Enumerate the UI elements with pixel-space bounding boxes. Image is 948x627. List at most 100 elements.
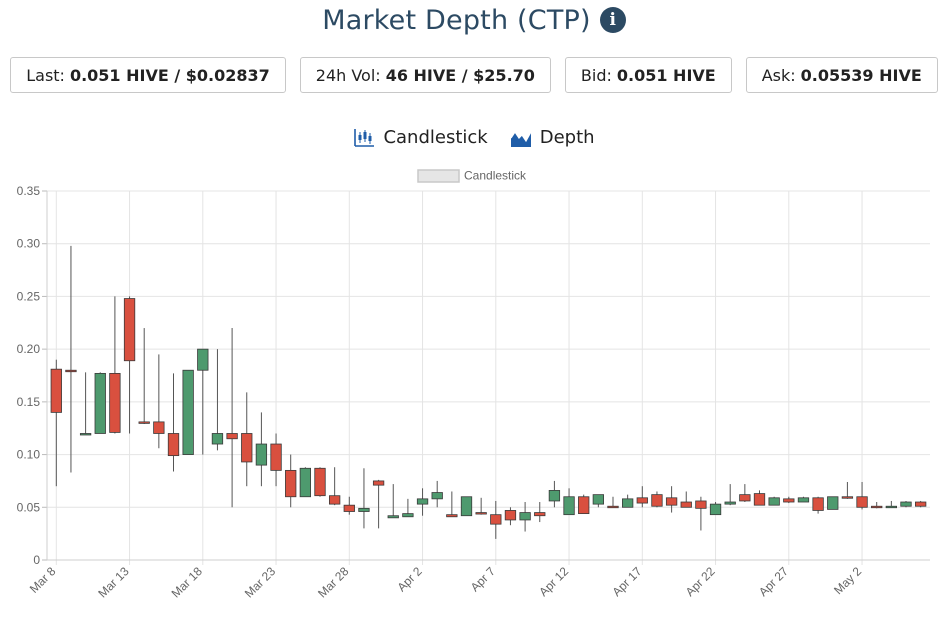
candle[interactable] xyxy=(211,349,224,451)
x-tick-label: Mar 8 xyxy=(27,564,59,596)
candle[interactable] xyxy=(65,245,77,473)
candle[interactable] xyxy=(314,467,326,497)
candle[interactable] xyxy=(475,497,487,515)
candle-body xyxy=(328,495,341,505)
candle[interactable] xyxy=(270,433,282,487)
x-tick-label: Apr 7 xyxy=(468,564,498,594)
candle-body xyxy=(358,507,370,512)
candle[interactable] xyxy=(358,468,370,529)
candle[interactable] xyxy=(753,490,766,506)
candle-body xyxy=(270,443,282,471)
candle[interactable] xyxy=(460,496,473,517)
candle[interactable] xyxy=(885,500,897,509)
candle[interactable] xyxy=(138,328,150,424)
candle[interactable] xyxy=(372,479,385,529)
candle[interactable] xyxy=(431,480,443,508)
candle-body xyxy=(724,501,736,505)
candle-body xyxy=(651,494,663,507)
candle[interactable] xyxy=(665,486,678,513)
candle[interactable] xyxy=(871,502,883,509)
candle[interactable] xyxy=(94,372,106,434)
candle[interactable] xyxy=(534,502,546,523)
candle-body xyxy=(578,496,590,515)
candle[interactable] xyxy=(709,502,722,516)
chart-legend[interactable]: Candlestick xyxy=(417,169,527,183)
candle[interactable] xyxy=(255,412,268,487)
depth-toggle-label: Depth xyxy=(539,127,595,148)
candle-body xyxy=(431,492,443,500)
candle[interactable] xyxy=(79,372,92,436)
candle[interactable] xyxy=(285,454,297,508)
candle[interactable] xyxy=(416,488,429,516)
candle[interactable] xyxy=(153,354,165,449)
candle[interactable] xyxy=(812,496,824,514)
candle[interactable] xyxy=(123,296,136,434)
candle[interactable] xyxy=(607,496,619,509)
candle[interactable] xyxy=(578,494,590,515)
header: Market Depth (CTP) i xyxy=(0,0,948,40)
candle[interactable] xyxy=(343,496,355,515)
candle-body xyxy=(812,497,824,511)
candle-body xyxy=(856,496,868,508)
candle[interactable] xyxy=(197,348,209,455)
y-tick-label: 0.05 xyxy=(17,500,41,514)
candle-body xyxy=(797,497,810,503)
candle[interactable] xyxy=(797,496,810,503)
candle[interactable] xyxy=(548,480,561,508)
candle-body xyxy=(138,421,150,424)
candle-body xyxy=(79,433,92,436)
x-tick-label: Apr 12 xyxy=(536,564,571,599)
candle[interactable] xyxy=(490,500,502,539)
candle-body xyxy=(548,490,561,502)
candle[interactable] xyxy=(50,359,62,487)
candle-body xyxy=(871,505,883,509)
candle-body xyxy=(768,497,780,506)
candle-body xyxy=(534,512,546,517)
candle[interactable] xyxy=(695,496,707,531)
stat-last: Last: 0.051 HIVE / $0.02837 xyxy=(10,57,286,93)
info-icon[interactable]: i xyxy=(599,7,626,33)
candle[interactable] xyxy=(724,484,736,506)
candle[interactable] xyxy=(446,491,458,518)
candle[interactable] xyxy=(182,369,194,455)
candle[interactable] xyxy=(226,328,238,508)
candle[interactable] xyxy=(402,498,414,518)
candle[interactable] xyxy=(622,494,634,508)
candle-body xyxy=(314,467,326,497)
candle-body xyxy=(739,494,751,502)
candle[interactable] xyxy=(636,486,648,508)
candle-body xyxy=(123,298,136,362)
candle[interactable] xyxy=(519,502,531,532)
candle[interactable] xyxy=(915,500,927,508)
candle[interactable] xyxy=(299,467,312,498)
x-tick-label: Mar 23 xyxy=(242,564,279,601)
candle[interactable] xyxy=(827,496,839,510)
candle[interactable] xyxy=(680,491,692,508)
stat-bid-value: 0.051 HIVE xyxy=(616,65,716,85)
candle-body xyxy=(167,433,180,457)
candle[interactable] xyxy=(783,496,795,504)
candle[interactable] xyxy=(328,467,341,506)
candle-body xyxy=(416,498,429,505)
x-tick-label: Apr 22 xyxy=(683,564,718,599)
candle[interactable] xyxy=(109,296,121,434)
depth-toggle[interactable]: Depth xyxy=(510,127,595,148)
candle-body xyxy=(680,501,692,508)
candle[interactable] xyxy=(563,488,575,516)
candle[interactable] xyxy=(241,392,253,487)
y-tick-label: 0.35 xyxy=(17,184,41,198)
candle[interactable] xyxy=(739,484,751,503)
candle[interactable] xyxy=(504,507,517,526)
candle[interactable] xyxy=(387,484,399,519)
stat-bid-label: Bid: xyxy=(580,65,612,85)
candlestick-toggle[interactable]: Candlestick xyxy=(353,127,488,148)
candle-body xyxy=(402,513,414,518)
candle[interactable] xyxy=(768,496,780,506)
candle[interactable] xyxy=(900,500,912,508)
candle[interactable] xyxy=(167,373,180,472)
candle[interactable] xyxy=(841,481,854,499)
candle[interactable] xyxy=(856,481,868,510)
candle[interactable] xyxy=(592,494,604,508)
candle-body xyxy=(841,496,854,499)
candle[interactable] xyxy=(651,491,663,508)
